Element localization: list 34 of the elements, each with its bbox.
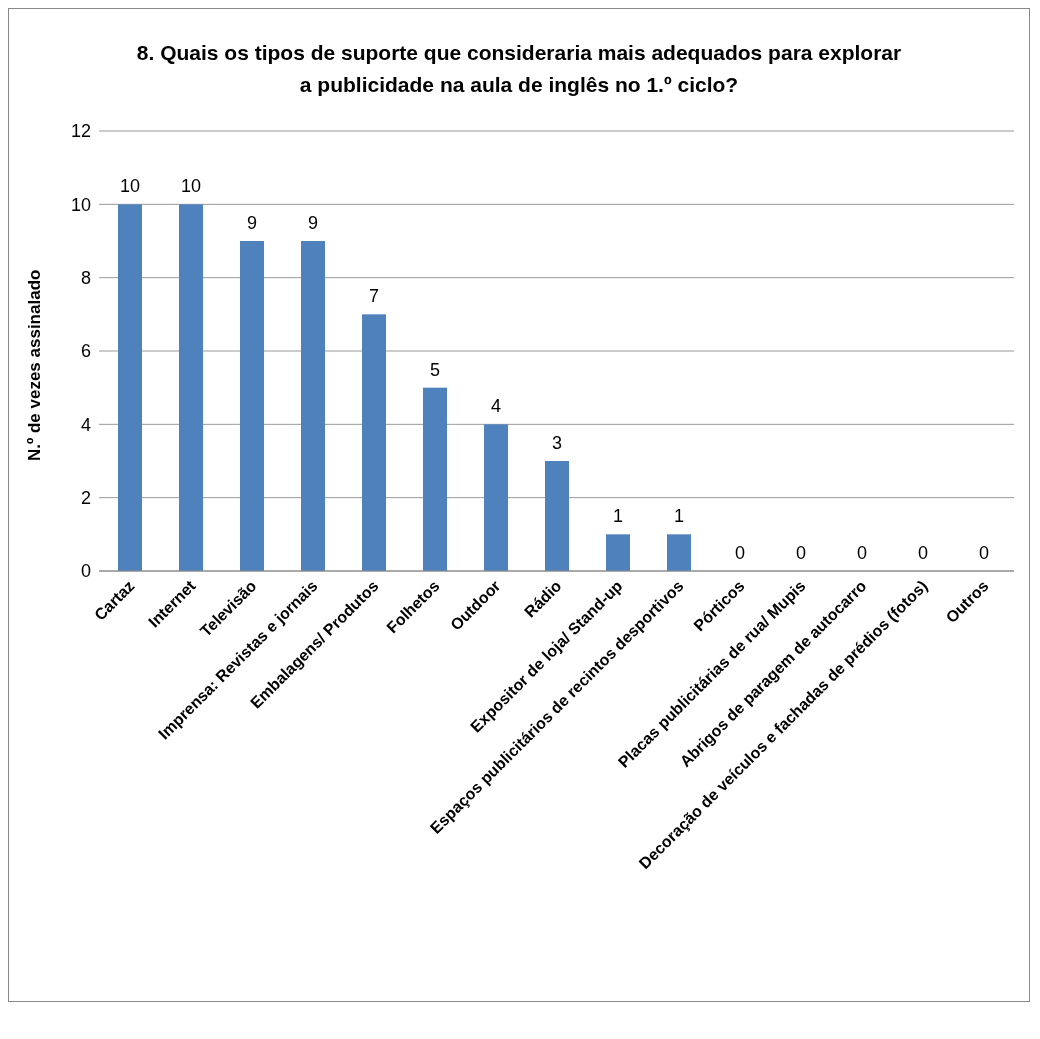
data-label: 0 — [734, 543, 746, 563]
bar — [179, 204, 203, 571]
data-label: 1 — [673, 506, 685, 527]
data-label: 0 — [856, 543, 868, 563]
data-label: 9 — [246, 213, 258, 233]
y-tick-label: 12 — [70, 121, 91, 142]
bar — [240, 241, 264, 571]
chart-title: 8. Quais os tipos de suporte que consideraria mais adequados para explorar a publicidade na aula de inglês no 1.º ciclo? — [135, 40, 903, 98]
data-label: 5 — [429, 359, 441, 380]
y-tick-label: 2 — [80, 488, 91, 509]
data-label: 0 — [795, 543, 807, 563]
y-tick-label: 0 — [80, 561, 91, 582]
bar — [606, 534, 630, 571]
data-label: 3 — [551, 433, 563, 453]
y-tick-label: 10 — [70, 194, 91, 215]
data-label: 0 — [978, 543, 990, 563]
y-tick-label: 6 — [80, 341, 91, 362]
data-label: 4 — [490, 396, 502, 417]
data-label: 7 — [368, 286, 380, 307]
bar — [484, 424, 508, 571]
bar — [301, 241, 325, 571]
bar — [362, 314, 386, 571]
data-label: 10 — [180, 176, 202, 197]
y-axis-title: N.º de vezes assinalado — [25, 269, 45, 461]
bar — [118, 204, 142, 571]
data-label: 9 — [307, 213, 319, 233]
data-label: 10 — [119, 176, 141, 197]
bar — [545, 461, 569, 571]
bar — [423, 387, 447, 571]
data-label: 1 — [612, 506, 624, 527]
y-tick-label: 8 — [80, 268, 91, 289]
data-label: 0 — [917, 543, 929, 563]
bar — [667, 534, 691, 571]
y-tick-label: 4 — [80, 414, 91, 435]
